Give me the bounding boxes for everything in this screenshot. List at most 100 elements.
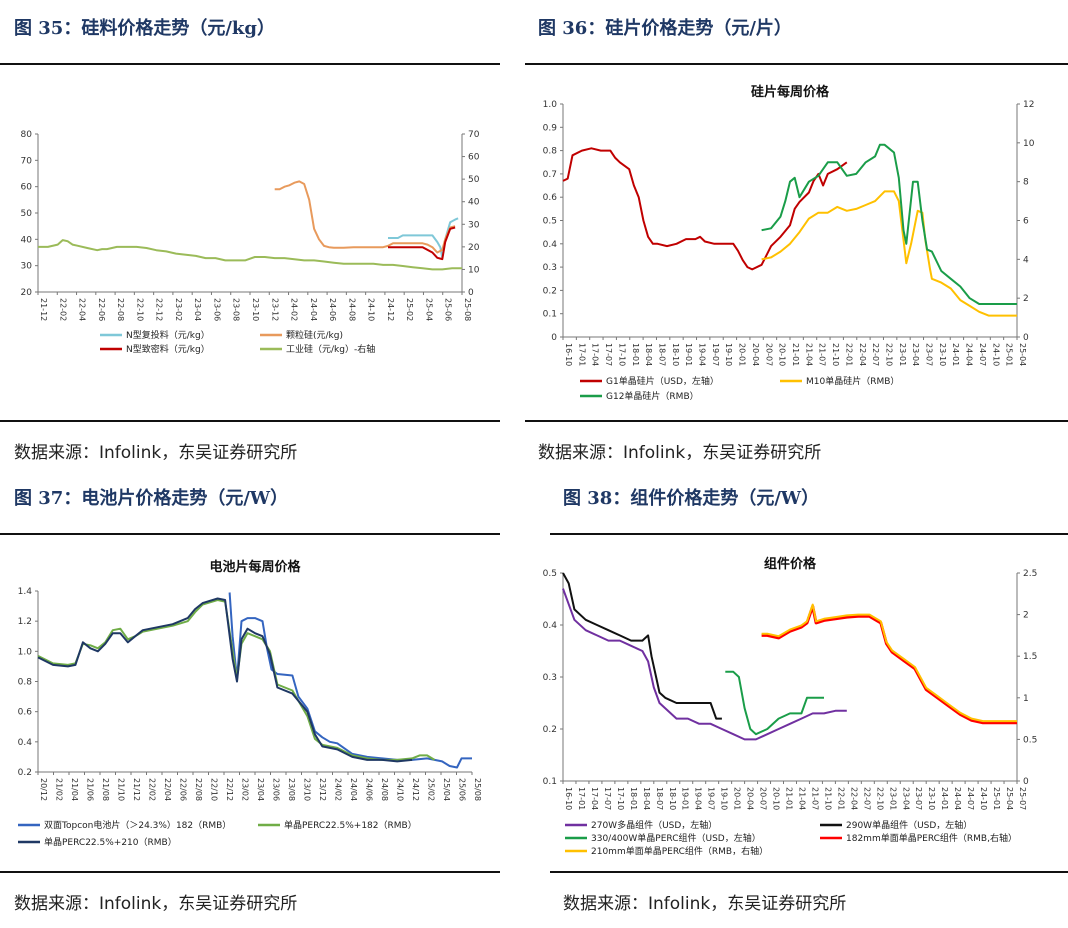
x-tick-label: 19-01 [684, 343, 693, 366]
x-tick-label: 22-10 [884, 343, 893, 366]
x-tick-label: 21-04 [804, 343, 813, 366]
x-tick-label: 23-08 [232, 298, 241, 321]
legend-label: 270W多晶组件（USD，左轴） [591, 819, 717, 831]
x-tick-label: 25/08 [473, 778, 482, 801]
x-tick-label: 25/06 [458, 778, 467, 801]
series-line-0 [388, 217, 459, 259]
left-tick-label: 0.4 [18, 738, 33, 748]
x-tick-label: 20-04 [751, 343, 760, 366]
x-tick-label: 24-10 [991, 343, 1000, 366]
x-tick-label: 22-06 [97, 298, 106, 321]
x-tick-label: 19-01 [681, 787, 690, 810]
x-tick-label: 23-02 [174, 298, 183, 321]
x-tick-label: 24-04 [953, 787, 962, 810]
right-tick-label: 10 [468, 265, 480, 275]
series-line-1 [562, 572, 722, 720]
x-tick-label: 22/12 [225, 778, 234, 801]
x-tick-label: 25/02 [427, 778, 436, 801]
x-tick-label: 17-10 [616, 787, 625, 810]
x-tick-label: 23/06 [272, 778, 281, 801]
x-tick-label: 25-04 [1018, 343, 1027, 366]
left-tick-label: 0.1 [543, 310, 557, 320]
x-tick-label: 22-12 [155, 298, 164, 321]
figure-38-title: 图 38：组件价格走势（元/W） [563, 488, 820, 509]
series-line-2 [761, 143, 1017, 305]
x-tick-label: 21/04 [70, 778, 79, 801]
legend-label: N型致密料（元/kg） [126, 343, 210, 355]
x-tick-label: 20-01 [738, 343, 747, 366]
right-tick-label: 6 [1023, 217, 1029, 227]
left-tick-label: 0.9 [543, 123, 558, 133]
x-tick-label: 18-10 [671, 343, 680, 366]
x-tick-label: 16-10 [564, 787, 573, 810]
x-tick-label: 25/04 [442, 778, 451, 801]
x-tick-label: 18-07 [655, 787, 664, 810]
x-tick-label: 23/04 [256, 778, 265, 801]
series-line-1 [761, 190, 1017, 317]
left-tick-label: 0.2 [18, 768, 32, 778]
x-tick-label: 23-10 [927, 787, 936, 810]
x-tick-label: 17-07 [603, 787, 612, 810]
legend-label: 工业硅（元/kg）-右轴 [286, 343, 375, 355]
figure-35-bottom-rule [0, 420, 500, 422]
x-tick-label: 23-12 [270, 298, 279, 321]
x-tick-label: 22-04 [849, 787, 858, 810]
left-tick-label: 80 [21, 130, 33, 140]
x-tick-label: 22-10 [135, 298, 144, 321]
left-tick-label: 0.8 [18, 678, 33, 688]
right-tick-label: 1 [1023, 694, 1029, 704]
x-tick-label: 22-02 [58, 298, 67, 321]
series-line-4 [761, 603, 1017, 723]
figure-35-chart: 20 30 40 50 60 70 80 0 10 20 30 40 50 60 70 21-12 22-02 2… [21, 130, 480, 355]
right-tick-label: 10 [1023, 139, 1035, 149]
legend-label: 单晶PERC22.5%+182（RMB） [284, 819, 417, 831]
x-tick-label: 25-04 [424, 298, 433, 321]
x-tick-label: 25-02 [405, 298, 414, 321]
left-tick-label: 20 [21, 288, 33, 298]
x-tick-label: 22/08 [194, 778, 203, 801]
x-tick-label: 24-12 [386, 298, 395, 321]
legend-label: N型复投料（元/kg） [126, 329, 210, 341]
left-tick-label: 0.3 [543, 673, 557, 683]
x-tick-label: 19-04 [694, 787, 703, 810]
x-tick-label: 22-07 [871, 343, 880, 366]
legend-label: 双面Topcon电池片（＞24.3%）182（RMB） [44, 819, 231, 831]
x-tick-label: 25-08 [463, 298, 472, 321]
x-tick-label: 21-01 [785, 787, 794, 810]
x-tick-label: 24-02 [290, 298, 299, 321]
x-tick-label: 23-04 [193, 298, 202, 321]
right-tick-label: 0 [468, 288, 474, 298]
left-tick-label: 0 [551, 333, 557, 343]
figure-35-title: 图 35：硅料价格走势（元/kg） [14, 18, 275, 39]
legend-label: 290W单晶组件（USD，左轴） [846, 819, 972, 831]
left-tick-label: 0.8 [543, 147, 558, 157]
x-tick-label: 24-04 [965, 343, 974, 366]
x-tick-label: 24-06 [328, 298, 337, 321]
chart-title: 组件价格 [764, 556, 817, 572]
x-tick-label: 21/12 [132, 778, 141, 801]
x-tick-label: 21/08 [101, 778, 110, 801]
x-tick-label: 23-01 [888, 787, 897, 810]
x-tick-label: 24/12 [411, 778, 420, 801]
x-tick-label: 21-01 [791, 343, 800, 366]
x-tick-label: 22-04 [78, 298, 87, 321]
figure-36-chart: 硅片每周价格00.10.20.30.40.50.60.70.80.91.0024… [543, 84, 1035, 402]
left-tick-label: 0.5 [543, 569, 557, 579]
figure-36-bottom-rule [525, 420, 1068, 422]
x-tick-label: 23-01 [898, 343, 907, 366]
x-tick-label: 20-01 [733, 787, 742, 810]
right-tick-label: 2 [1023, 611, 1029, 621]
x-tick-label: 24-04 [309, 298, 318, 321]
legend-label: M10单晶硅片（RMB） [806, 375, 899, 387]
legend-label: 182mm单面单晶PERC组件（RMB,右轴） [846, 832, 1017, 844]
right-tick-label: 12 [1023, 100, 1034, 110]
figure-36-title: 图 36：硅片价格走势（元/片） [538, 18, 792, 39]
x-tick-label: 19-07 [707, 787, 716, 810]
left-tick-label: 1.0 [543, 100, 558, 110]
chart-title: 硅片每周价格 [751, 84, 830, 100]
x-tick-label: 22/10 [210, 778, 219, 801]
x-tick-label: 22-01 [836, 787, 845, 810]
x-tick-label: 22-10 [875, 787, 884, 810]
x-tick-label: 18-10 [668, 787, 677, 810]
x-tick-label: 22-01 [844, 343, 853, 366]
